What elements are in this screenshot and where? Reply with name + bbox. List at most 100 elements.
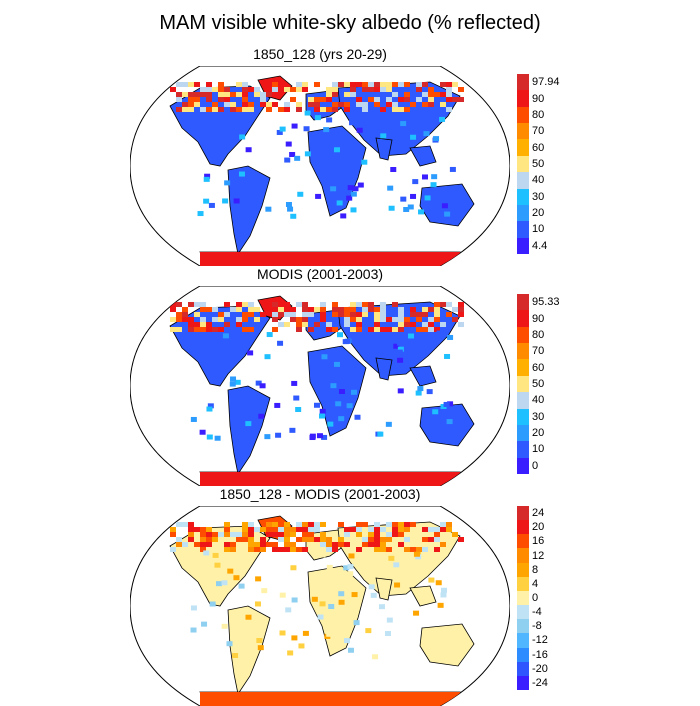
grid-cell xyxy=(218,107,224,112)
grid-cell xyxy=(452,97,458,102)
grid-cell xyxy=(224,532,230,537)
grid-cell xyxy=(242,317,248,322)
grid-cell xyxy=(432,409,438,414)
grid-cell xyxy=(200,542,206,547)
grid-cell xyxy=(350,302,356,307)
grid-cell xyxy=(350,312,356,317)
grid-cell xyxy=(438,603,444,608)
grid-cell xyxy=(298,643,304,648)
legend-label: 30 xyxy=(532,411,544,423)
grid-cell xyxy=(194,527,200,532)
grid-cell xyxy=(433,136,439,141)
grid-cell xyxy=(314,322,320,327)
grid-cell xyxy=(404,527,410,532)
grid-cell xyxy=(428,322,434,327)
grid-cell xyxy=(247,350,253,355)
grid-cell xyxy=(403,207,409,212)
grid-cell xyxy=(348,648,354,653)
grid-cell xyxy=(398,317,404,322)
grid-cell xyxy=(404,107,410,112)
grid-cell xyxy=(236,537,242,542)
grid-cell xyxy=(326,547,332,552)
grid-cell xyxy=(206,542,212,547)
legend-label: 0 xyxy=(532,460,538,472)
legend-swatch xyxy=(517,619,529,633)
grid-cell xyxy=(356,82,362,87)
grid-cell xyxy=(326,87,332,92)
grid-cell xyxy=(272,317,278,322)
legend-label: 80 xyxy=(532,329,544,341)
grid-cell xyxy=(347,564,353,569)
grid-cell xyxy=(398,307,404,312)
legend-label: 20 xyxy=(532,427,544,439)
grid-cell xyxy=(315,194,321,199)
grid-cell xyxy=(278,547,284,552)
grid-cell xyxy=(320,532,326,537)
grid-cell xyxy=(182,82,188,87)
legend-swatch xyxy=(517,534,529,548)
legend-label: -12 xyxy=(532,634,548,646)
grid-cell xyxy=(321,354,327,359)
grid-cell xyxy=(212,327,218,332)
grid-cell xyxy=(374,317,380,322)
grid-cell xyxy=(404,537,410,542)
grid-cell xyxy=(230,102,236,107)
grid-cell xyxy=(206,97,212,102)
grid-cell xyxy=(274,403,280,408)
grid-cell xyxy=(434,547,440,552)
grid-cell xyxy=(272,532,278,537)
legend-swatch xyxy=(517,221,529,237)
grid-cell xyxy=(434,532,440,537)
grid-cell xyxy=(356,532,362,537)
grid-cell xyxy=(398,97,404,102)
grid-cell xyxy=(319,414,325,419)
grid-cell xyxy=(236,532,242,537)
grid-cell xyxy=(404,92,410,97)
legend-swatch xyxy=(517,172,529,188)
grid-cell xyxy=(224,322,230,327)
grid-cell xyxy=(344,638,350,643)
legend-swatch xyxy=(517,662,529,676)
grid-cell xyxy=(218,327,224,332)
grid-cell xyxy=(308,327,314,332)
grid-cell xyxy=(212,537,218,542)
grid-cell xyxy=(203,550,209,555)
grid-cell xyxy=(374,542,380,547)
legend-label: 30 xyxy=(532,191,544,203)
grid-cell xyxy=(374,82,380,87)
grid-cell xyxy=(248,302,254,307)
legend-swatch xyxy=(517,74,529,90)
grid-cell xyxy=(224,180,230,185)
grid-cell xyxy=(266,102,272,107)
grid-cell xyxy=(452,532,458,537)
grid-cell xyxy=(308,312,314,317)
grid-cell xyxy=(434,527,440,532)
grid-cell xyxy=(446,522,452,527)
grid-cell xyxy=(423,131,429,136)
grid-cell xyxy=(428,578,434,583)
grid-cell xyxy=(248,542,254,547)
grid-cell xyxy=(212,317,218,322)
grid-cell xyxy=(352,592,358,597)
grid-cell xyxy=(284,87,290,92)
grid-cell xyxy=(374,537,380,542)
grid-cell xyxy=(176,542,182,547)
grid-cell xyxy=(337,200,343,205)
grid-cell xyxy=(280,593,286,598)
grid-cell xyxy=(368,82,374,87)
grid-cell xyxy=(260,542,266,547)
grid-cell xyxy=(267,332,273,337)
grid-cell xyxy=(422,82,428,87)
grid-cell xyxy=(374,527,380,532)
grid-cell xyxy=(414,552,420,557)
grid-cell xyxy=(194,312,200,317)
grid-cell xyxy=(302,87,308,92)
grid-cell xyxy=(242,102,248,107)
grid-cell xyxy=(295,407,301,412)
grid-cell xyxy=(194,322,200,327)
grid-cell xyxy=(344,107,350,112)
grid-cell xyxy=(206,327,212,332)
grid-cell xyxy=(380,307,386,312)
grid-cell xyxy=(444,212,450,217)
grid-cell xyxy=(194,542,200,547)
